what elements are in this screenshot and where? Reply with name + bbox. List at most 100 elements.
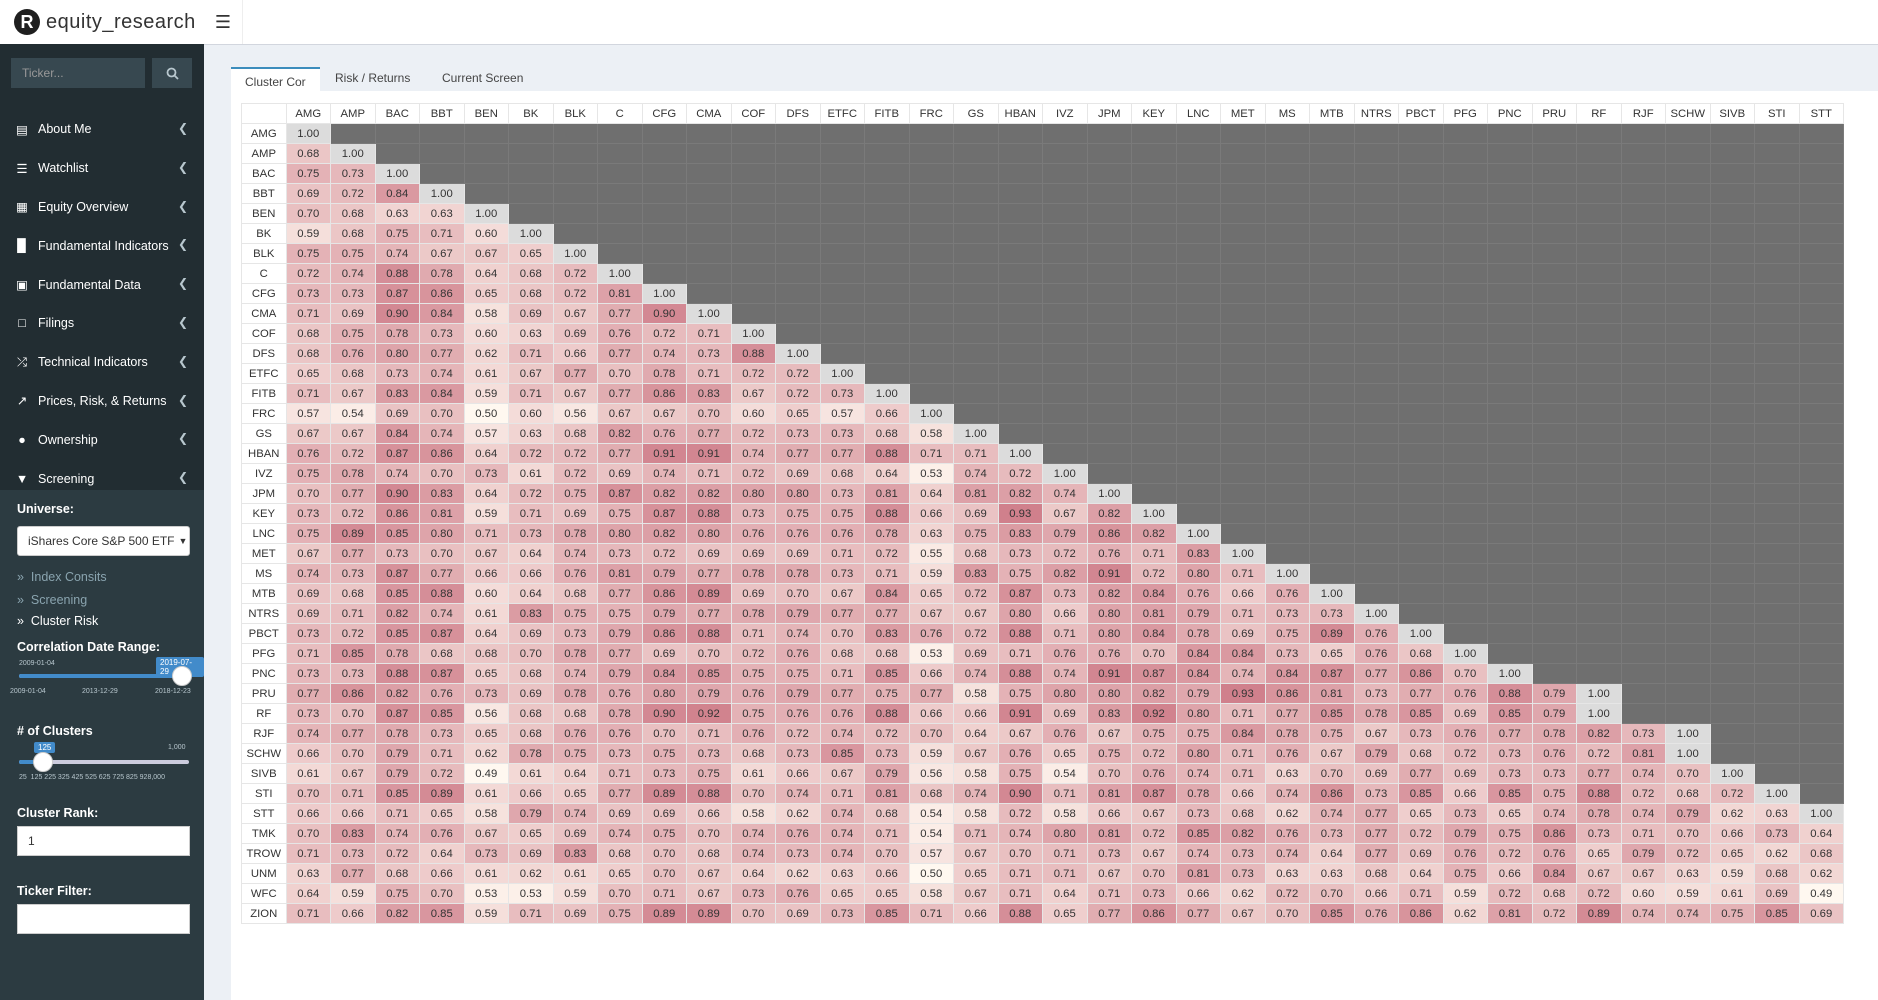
empty-cell xyxy=(997,343,1043,364)
correlation-cell: 0.73 xyxy=(819,483,865,504)
empty-cell xyxy=(1665,703,1711,724)
tab-risk-returns[interactable]: Risk / Returns xyxy=(335,71,411,85)
cluster-rank-input[interactable]: 1 xyxy=(17,826,190,856)
correlation-cell: 0.77 xyxy=(1264,703,1310,724)
empty-cell xyxy=(1131,283,1177,304)
screening-panel: Universe: iShares Core S&P 500 ETF ▼ » I… xyxy=(0,490,204,1000)
correlation-cell: 0.73 xyxy=(1042,583,1088,604)
empty-cell xyxy=(508,143,554,164)
table-row: RJF 0.74 0.77 0.78 0.73 0.65 0.68 0.76 0.76 0.70 0… xyxy=(241,723,1844,744)
ticker-search-input[interactable]: Ticker... xyxy=(11,58,145,88)
empty-cell xyxy=(1754,743,1800,764)
clusters-handle[interactable] xyxy=(33,752,53,772)
correlation-cell: 1.00 xyxy=(508,223,554,244)
correlation-cell: 0.75 xyxy=(686,763,732,784)
sidebar-item-fundamental-indicators[interactable]: ▉ Fundamental Indicators ❮ xyxy=(0,226,204,265)
sidebar-item-filings[interactable]: □ Filings ❮ xyxy=(0,304,204,343)
hamburger-menu-icon[interactable]: ☰ xyxy=(204,0,243,44)
sidebar-item-watchlist[interactable]: ☰ Watchlist ❮ xyxy=(0,149,204,188)
empty-cell xyxy=(908,303,954,324)
correlation-cell: 0.80 xyxy=(775,483,821,504)
correlation-cell: 0.71 xyxy=(285,383,331,404)
sub-item-screening[interactable]: » Screening xyxy=(17,593,88,607)
empty-cell xyxy=(730,223,776,244)
correlation-cell: 0.76 xyxy=(775,703,821,724)
empty-cell xyxy=(908,263,954,284)
double-chevron-icon: » xyxy=(17,570,24,584)
sub-item-index-consits[interactable]: » Index Consits xyxy=(17,570,107,584)
correlation-cell: 0.77 xyxy=(597,443,643,464)
empty-cell xyxy=(1620,163,1666,184)
empty-cell xyxy=(1442,463,1488,484)
empty-cell xyxy=(1531,223,1577,244)
correlation-cell: 0.74 xyxy=(730,823,776,844)
empty-cell xyxy=(1754,623,1800,644)
correlation-cell: 0.70 xyxy=(419,403,465,424)
table-row: SIVB 0.61 0.67 0.79 0.72 0.49 0.61 0.64 0.71 0.73… xyxy=(241,763,1844,784)
empty-cell xyxy=(1620,203,1666,224)
correlation-cell: 0.62 xyxy=(463,743,509,764)
correlation-cell: 0.70 xyxy=(330,703,376,724)
correlation-cell: 0.72 xyxy=(641,543,687,564)
empty-cell xyxy=(997,263,1043,284)
correlation-cell: 0.67 xyxy=(1086,863,1132,884)
correlation-cell: 0.72 xyxy=(1042,543,1088,564)
correlation-cell: 0.58 xyxy=(953,683,999,704)
empty-cell xyxy=(1798,663,1844,684)
correlation-cell: 0.74 xyxy=(1620,763,1666,784)
row-header: LNC xyxy=(241,523,287,544)
sidebar-item-screening[interactable]: ▼ Screening ❮ xyxy=(0,459,204,498)
sidebar-item-equity-overview[interactable]: ▦ Equity Overview ❮ xyxy=(0,188,204,227)
correlation-cell: 0.71 xyxy=(374,803,420,824)
sidebar-item-fundamental-data[interactable]: ▣ Fundamental Data ❮ xyxy=(0,265,204,304)
correlation-cell: 0.72 xyxy=(730,363,776,384)
tab-cluster-cor[interactable]: Cluster Cor xyxy=(231,67,320,95)
sidebar-item-ownership[interactable]: ● Ownership ❮ xyxy=(0,420,204,459)
correlation-cell: 1.00 xyxy=(419,183,465,204)
sidebar-item-technical-indicators[interactable]: ⤮ Technical Indicators ❮ xyxy=(0,343,204,382)
sidebar-item-about-me[interactable]: ▤ About Me ❮ xyxy=(0,110,204,149)
empty-cell xyxy=(1309,123,1355,144)
app-logo[interactable]: R equity_research xyxy=(0,0,204,44)
sidebar-item-prices-risk-returns[interactable]: ↗ Prices, Risk, & Returns ❮ xyxy=(0,382,204,421)
empty-cell xyxy=(1442,543,1488,564)
empty-cell xyxy=(1576,563,1622,584)
correlation-cell: 0.74 xyxy=(1620,803,1666,824)
random-icon: ⤮ xyxy=(16,354,27,369)
date-range-handle[interactable] xyxy=(172,666,192,686)
empty-cell xyxy=(1353,383,1399,404)
empty-cell xyxy=(1709,383,1755,404)
correlation-cell: 0.81 xyxy=(1175,863,1221,884)
correlation-cell: 0.78 xyxy=(775,563,821,584)
correlation-cell: 0.67 xyxy=(552,303,598,324)
empty-cell xyxy=(1665,603,1711,624)
sub-item-cluster-risk[interactable]: » Cluster Risk xyxy=(17,614,99,628)
universe-select-value: iShares Core S&P 500 ETF xyxy=(28,534,175,548)
correlation-cell: 0.70 xyxy=(686,823,732,844)
column-header: AMG xyxy=(285,103,331,124)
correlation-cell: 0.70 xyxy=(597,363,643,384)
empty-cell xyxy=(1487,603,1533,624)
ticker-filter-input[interactable] xyxy=(17,904,190,934)
correlation-matrix: AMG AMP BAC BBT BEN BK BLK C CFG CMA COF DFS ETFC FIT… xyxy=(241,103,1844,924)
universe-select[interactable]: iShares Core S&P 500 ETF ▼ xyxy=(17,526,190,556)
correlation-cell: 0.61 xyxy=(508,463,554,484)
empty-cell xyxy=(1264,503,1310,524)
correlation-cell: 0.71 xyxy=(1131,543,1177,564)
empty-cell xyxy=(1754,363,1800,384)
tab-current-screen[interactable]: Current Screen xyxy=(442,71,524,85)
correlation-cell: 0.82 xyxy=(641,483,687,504)
clusters-slider[interactable] xyxy=(19,760,189,764)
empty-cell xyxy=(1220,403,1266,424)
empty-cell xyxy=(1487,183,1533,204)
search-button[interactable] xyxy=(152,58,192,88)
correlation-cell: 0.73 xyxy=(730,503,776,524)
correlation-cell: 0.75 xyxy=(1264,623,1310,644)
empty-cell xyxy=(1487,583,1533,604)
correlation-cell: 1.00 xyxy=(552,243,598,264)
empty-cell xyxy=(1576,323,1622,344)
date-range-slider[interactable] xyxy=(19,674,182,678)
empty-cell xyxy=(819,283,865,304)
correlation-cell: 1.00 xyxy=(1175,523,1221,544)
empty-cell xyxy=(597,143,643,164)
